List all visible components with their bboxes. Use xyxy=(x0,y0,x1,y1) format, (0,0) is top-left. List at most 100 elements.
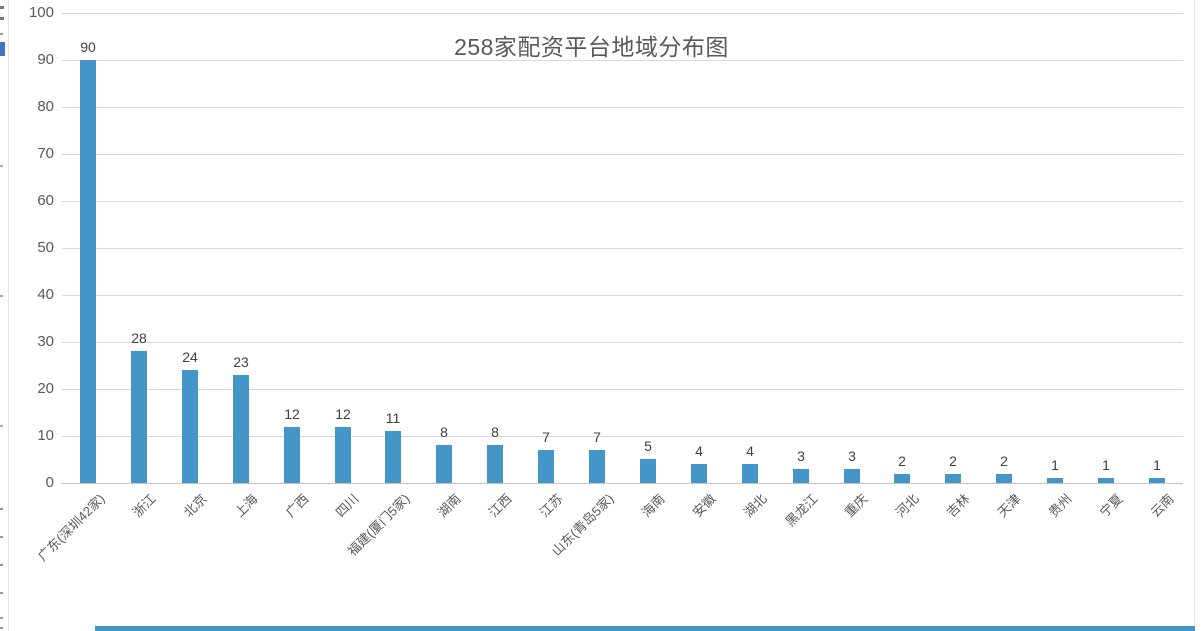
bar-value-label: 12 xyxy=(284,406,300,422)
x-axis-category-label: 海南 xyxy=(638,491,668,521)
y-axis-tick-label: 60 xyxy=(37,192,54,209)
x-axis-category-label: 河北 xyxy=(892,491,922,521)
left-edge-artifact xyxy=(0,592,3,594)
x-axis-category-label: 宁夏 xyxy=(1096,491,1126,521)
bar-value-label: 2 xyxy=(898,453,906,469)
gridline xyxy=(62,342,1183,343)
gridline xyxy=(62,248,1183,249)
y-axis-tick-label: 100 xyxy=(28,4,54,21)
x-axis-category-label: 吉林 xyxy=(943,491,973,521)
x-axis-category-label: 北京 xyxy=(180,491,210,521)
x-axis-category-label: 贵州 xyxy=(1045,491,1075,521)
bar xyxy=(691,464,707,483)
bar-value-label: 8 xyxy=(491,424,499,440)
bar-value-label: 90 xyxy=(80,39,96,55)
left-edge-artifact xyxy=(0,6,4,9)
bar xyxy=(640,459,656,483)
bar xyxy=(131,351,147,483)
x-axis-category-label: 安徽 xyxy=(689,491,719,521)
bar-value-label: 28 xyxy=(131,330,147,346)
left-edge-artifact xyxy=(0,165,3,167)
x-axis-category-label: 湖南 xyxy=(434,491,464,521)
page-right-border xyxy=(1194,0,1195,631)
left-edge-artifact xyxy=(0,33,3,35)
horizontal-scrollbar[interactable] xyxy=(95,626,1195,631)
gridline xyxy=(62,154,1183,155)
x-axis-category-label: 浙江 xyxy=(129,491,159,521)
bar xyxy=(742,464,758,483)
bar-value-label: 1 xyxy=(1153,457,1161,473)
bar-value-label: 8 xyxy=(440,424,448,440)
y-axis-tick-label: 0 xyxy=(45,474,54,491)
gridline xyxy=(62,60,1183,61)
bar xyxy=(233,375,249,483)
bar-value-label: 1 xyxy=(1051,457,1059,473)
x-axis-category-label: 江苏 xyxy=(536,491,566,521)
x-axis-category-label: 广东(深圳42家) xyxy=(34,491,108,564)
left-edge-artifact xyxy=(0,17,4,20)
y-axis-tick-label: 90 xyxy=(37,51,54,68)
bar-value-label: 23 xyxy=(233,354,249,370)
y-axis-tick-label: 50 xyxy=(37,239,54,256)
bar xyxy=(945,474,961,483)
x-axis-category-label: 云南 xyxy=(1147,491,1177,521)
y-axis-tick-label: 10 xyxy=(37,427,54,444)
page-left-border xyxy=(8,0,9,631)
x-axis-category-label: 湖北 xyxy=(740,491,770,521)
gridline xyxy=(62,436,1183,437)
x-axis-line xyxy=(62,483,1183,484)
left-edge-artifact xyxy=(0,627,3,629)
bar-value-label: 5 xyxy=(644,438,652,454)
bar xyxy=(538,450,554,483)
x-axis-category-label: 重庆 xyxy=(841,491,871,521)
bar-value-label: 4 xyxy=(695,443,703,459)
x-axis-category-label: 广西 xyxy=(282,491,312,521)
y-axis-tick-label: 80 xyxy=(37,98,54,115)
bar-value-label: 2 xyxy=(1000,453,1008,469)
bar-value-label: 12 xyxy=(335,406,351,422)
bar-value-label: 3 xyxy=(797,448,805,464)
bar xyxy=(1098,478,1114,483)
bar-value-label: 2 xyxy=(949,453,957,469)
gridline xyxy=(62,107,1183,108)
bar xyxy=(335,427,351,483)
y-axis-tick-label: 40 xyxy=(37,286,54,303)
gridline xyxy=(62,295,1183,296)
bar-value-label: 4 xyxy=(746,443,754,459)
bar xyxy=(487,445,503,483)
bar xyxy=(436,445,452,483)
bar-value-label: 7 xyxy=(542,429,550,445)
gridline xyxy=(62,13,1183,14)
bar xyxy=(284,427,300,483)
bar-value-label: 3 xyxy=(848,448,856,464)
gridline xyxy=(62,389,1183,390)
x-axis-category-label: 黑龙江 xyxy=(782,491,821,530)
bar xyxy=(182,370,198,483)
chart-title: 258家配资平台地域分布图 xyxy=(454,34,729,60)
bar xyxy=(793,469,809,483)
left-edge-artifact xyxy=(0,564,3,566)
y-axis-tick-label: 20 xyxy=(37,380,54,397)
left-edge-artifact xyxy=(0,42,5,56)
left-edge-artifact xyxy=(0,425,3,427)
left-edge-artifact xyxy=(0,508,3,510)
bar xyxy=(894,474,910,483)
bar xyxy=(385,431,401,483)
bar-value-label: 11 xyxy=(385,410,401,426)
left-edge-artifact xyxy=(0,617,3,619)
bar-value-label: 1 xyxy=(1102,457,1110,473)
y-axis-tick-label: 30 xyxy=(37,333,54,350)
bar xyxy=(996,474,1012,483)
bar xyxy=(844,469,860,483)
bar-value-label: 7 xyxy=(593,429,601,445)
bar xyxy=(1047,478,1063,483)
gridline xyxy=(62,201,1183,202)
left-edge-artifact xyxy=(0,295,3,297)
left-edge-artifact xyxy=(0,536,3,538)
bar xyxy=(80,60,96,483)
x-axis-category-label: 江西 xyxy=(485,491,515,521)
bar xyxy=(589,450,605,483)
x-axis-category-label: 上海 xyxy=(231,491,261,521)
bar xyxy=(1149,478,1165,483)
